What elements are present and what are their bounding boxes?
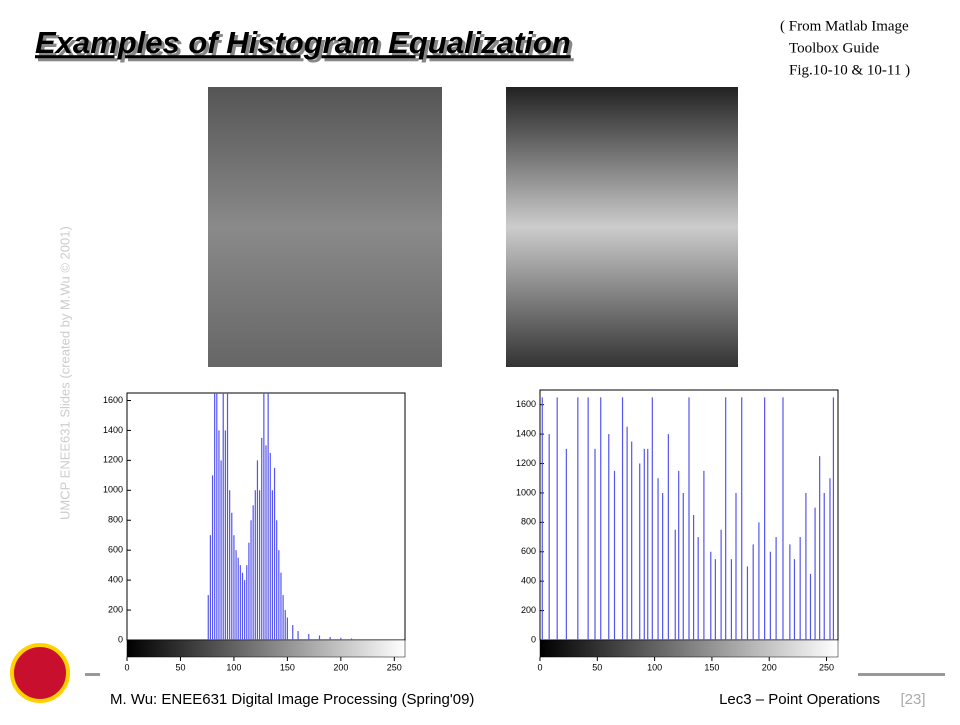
x-tick-label: 0 xyxy=(124,662,129,672)
y-tick-label: 1000 xyxy=(516,487,536,497)
footer-left: M. Wu: ENEE631 Digital Image Processing … xyxy=(110,691,474,708)
x-tick-label: 100 xyxy=(226,662,241,672)
rule xyxy=(858,673,945,676)
y-tick-label: 200 xyxy=(108,604,123,614)
y-tick-label: 800 xyxy=(108,515,123,525)
y-tick-label: 1200 xyxy=(516,458,536,468)
y-tick-label: 400 xyxy=(521,576,536,586)
photo-equalized xyxy=(506,87,738,367)
y-tick-label: 1000 xyxy=(103,485,123,495)
title: Examples of Histogram Equalization xyxy=(35,25,571,60)
y-tick-label: 400 xyxy=(108,574,123,584)
x-tick-label: 150 xyxy=(704,662,719,672)
y-tick-label: 600 xyxy=(108,545,123,555)
y-tick-label: 0 xyxy=(118,634,123,644)
colorbar xyxy=(126,639,406,658)
x-tick-label: 50 xyxy=(592,662,602,672)
note-line: Fig.10-10 & 10-11 ) xyxy=(789,62,910,78)
footer-page: [23] xyxy=(900,691,925,708)
y-tick-label: 800 xyxy=(521,517,536,527)
y-tick-label: 1200 xyxy=(103,455,123,465)
y-tick-label: 1600 xyxy=(103,395,123,405)
university-logo xyxy=(10,643,70,703)
x-tick-label: 150 xyxy=(280,662,295,672)
x-tick-label: 100 xyxy=(647,662,662,672)
y-tick-label: 1400 xyxy=(103,425,123,435)
colorbar xyxy=(539,639,839,658)
note-line: ( From Matlab Image xyxy=(780,18,909,34)
y-tick-label: 0 xyxy=(531,634,536,644)
x-tick-label: 0 xyxy=(537,662,542,672)
x-tick-label: 200 xyxy=(333,662,348,672)
rule xyxy=(85,673,100,676)
y-tick-label: 600 xyxy=(521,546,536,556)
x-tick-label: 50 xyxy=(175,662,185,672)
note-line: Toolbox Guide xyxy=(789,40,880,56)
footer-right: Lec3 – Point Operations xyxy=(719,691,880,708)
photo-original xyxy=(208,87,442,367)
source-note: ( From Matlab Image Toolbox Guide Fig.10… xyxy=(780,18,910,78)
watermark: UMCP ENEE631 Slides (created by M.Wu © 2… xyxy=(57,226,72,520)
y-tick-label: 1600 xyxy=(516,399,536,409)
title-shadow: Examples of Histogram Equalization xyxy=(38,28,574,63)
x-tick-label: 250 xyxy=(819,662,834,672)
x-tick-label: 250 xyxy=(387,662,402,672)
y-tick-label: 200 xyxy=(521,605,536,615)
y-tick-label: 1400 xyxy=(516,428,536,438)
x-tick-label: 200 xyxy=(762,662,777,672)
